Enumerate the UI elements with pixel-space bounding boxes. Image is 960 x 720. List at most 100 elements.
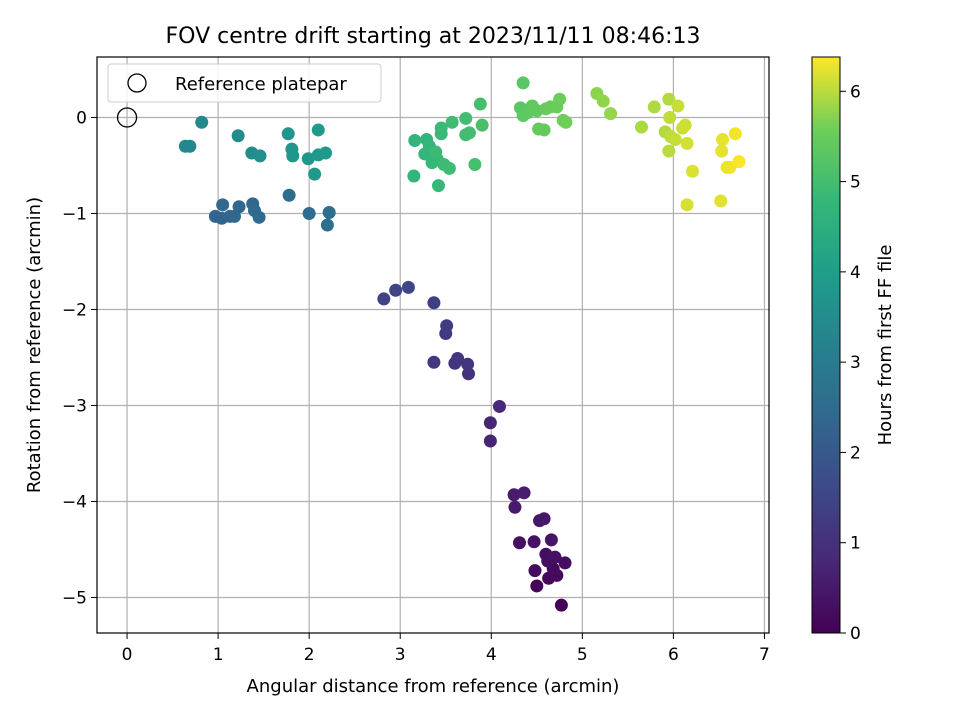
- x-tick-label: 0: [122, 645, 133, 665]
- data-point: [427, 296, 441, 310]
- data-point: [427, 355, 441, 369]
- data-point: [537, 123, 551, 137]
- data-point: [461, 357, 475, 371]
- colorbar-ticks: 0 1 2 3 4 5 6: [840, 82, 861, 644]
- data-point: [678, 118, 692, 132]
- legend-label: Reference platepar: [175, 74, 347, 95]
- x-tick-label: 4: [486, 645, 497, 665]
- x-tick-label: 7: [759, 645, 770, 665]
- data-point: [517, 486, 531, 500]
- data-point: [319, 146, 333, 160]
- colorbar-tick-label: 2: [850, 443, 861, 463]
- data-point: [714, 194, 728, 208]
- colorbar-tick-label: 1: [850, 534, 861, 554]
- y-axis-label: Rotation from reference (arcmin): [24, 197, 45, 493]
- data-point: [548, 550, 562, 564]
- data-point: [483, 416, 497, 430]
- y-tick-label: −4: [62, 492, 87, 512]
- reference-marker: [116, 107, 138, 128]
- data-point: [302, 206, 316, 220]
- data-point: [530, 579, 544, 593]
- data-point: [508, 500, 522, 514]
- data-point: [308, 167, 322, 181]
- data-point: [544, 533, 558, 547]
- data-point: [668, 133, 682, 147]
- data-point: [662, 144, 676, 158]
- data-point: [596, 94, 610, 108]
- data-point: [680, 198, 694, 212]
- data-point: [322, 206, 336, 220]
- data-point: [232, 200, 246, 214]
- legend-box: [107, 63, 382, 103]
- colorbar-label: Hours from first FF file: [875, 245, 896, 446]
- data-point: [401, 280, 415, 294]
- colorbar-tick-label: 0: [850, 624, 861, 644]
- data-point: [429, 145, 443, 159]
- data-points: [116, 76, 746, 612]
- data-point: [407, 169, 421, 183]
- data-point: [231, 129, 245, 143]
- data-point: [248, 204, 262, 218]
- data-point: [434, 121, 448, 135]
- data-point: [282, 188, 296, 202]
- data-point: [475, 118, 489, 132]
- data-point: [431, 179, 445, 193]
- data-point: [662, 92, 676, 106]
- plot-frame: [96, 56, 770, 634]
- data-point: [663, 110, 677, 124]
- data-point: [604, 107, 618, 121]
- x-tick-label: 1: [213, 645, 224, 665]
- data-point: [554, 598, 568, 612]
- data-point: [715, 144, 729, 158]
- data-point: [473, 97, 487, 111]
- data-point: [408, 134, 422, 148]
- colorbar-tick-label: 3: [850, 353, 861, 373]
- data-point: [281, 127, 295, 141]
- data-point: [513, 536, 527, 550]
- data-point: [311, 123, 325, 137]
- data-point: [728, 127, 742, 141]
- data-point: [440, 319, 454, 333]
- data-point: [528, 564, 542, 578]
- data-point: [301, 152, 315, 166]
- data-point: [507, 488, 521, 502]
- legend-marker: [127, 73, 147, 93]
- colorbar-tick-label: 5: [850, 173, 861, 193]
- y-tick-label: −1: [62, 204, 87, 224]
- data-point: [462, 126, 476, 140]
- data-point: [483, 434, 497, 448]
- data-point: [253, 149, 267, 163]
- data-point: [320, 218, 334, 232]
- chart-title: FOV centre drift starting at 2023/11/11 …: [166, 24, 701, 49]
- legend: Reference platepar: [107, 63, 382, 103]
- data-point: [492, 399, 506, 413]
- data-point: [462, 367, 476, 381]
- x-axis-ticks: 0 1 2 3 4 5 6 7: [122, 633, 770, 665]
- data-point: [732, 155, 746, 169]
- data-point: [451, 351, 465, 365]
- colorbar: [811, 56, 841, 634]
- data-point: [516, 76, 530, 90]
- data-point: [377, 292, 391, 306]
- data-point: [716, 133, 730, 147]
- data-point: [216, 198, 230, 212]
- x-tick-label: 2: [304, 645, 315, 665]
- data-point: [686, 164, 700, 178]
- data-point: [286, 149, 300, 163]
- data-point: [553, 92, 567, 106]
- data-point: [671, 99, 685, 113]
- data-point: [537, 512, 551, 526]
- colorbar-tick-label: 6: [850, 82, 861, 102]
- data-point: [527, 535, 541, 549]
- data-point: [195, 115, 209, 129]
- y-tick-label: 0: [76, 108, 87, 128]
- data-point: [459, 111, 473, 125]
- y-tick-label: −2: [62, 300, 87, 320]
- x-tick-label: 3: [395, 645, 406, 665]
- data-point: [442, 161, 456, 175]
- data-point: [468, 158, 482, 172]
- data-point: [680, 136, 694, 150]
- y-tick-label: −5: [62, 588, 87, 608]
- y-tick-label: −3: [62, 396, 87, 416]
